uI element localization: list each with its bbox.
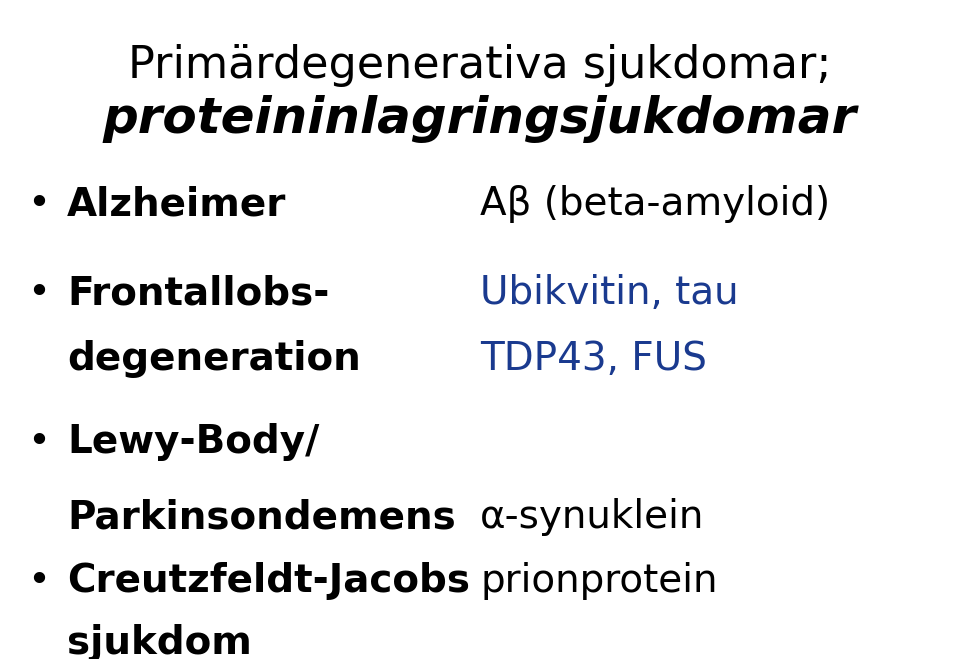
Text: degeneration: degeneration [67, 340, 361, 378]
Text: α-synuklein: α-synuklein [480, 498, 705, 536]
Text: proteininlagringsjukdomar: proteininlagringsjukdomar [103, 95, 857, 142]
Text: Parkinsondemens: Parkinsondemens [67, 498, 456, 536]
Text: •: • [27, 274, 50, 312]
Text: TDP43, FUS: TDP43, FUS [480, 340, 707, 378]
Text: Creutzfeldt-Jacobs: Creutzfeldt-Jacobs [67, 562, 470, 600]
Text: prionprotein: prionprotein [480, 562, 717, 600]
Text: Ubikvitin, tau: Ubikvitin, tau [480, 274, 738, 312]
Text: sjukdom: sjukdom [67, 623, 252, 659]
Text: Aβ (beta-amyloid): Aβ (beta-amyloid) [480, 185, 830, 223]
Text: Primärdegenerativa sjukdomar;: Primärdegenerativa sjukdomar; [129, 44, 831, 88]
Text: •: • [27, 422, 50, 461]
Text: •: • [27, 185, 50, 223]
Text: Frontallobs-: Frontallobs- [67, 274, 329, 312]
Text: Alzheimer: Alzheimer [67, 185, 287, 223]
Text: •: • [27, 562, 50, 600]
Text: Lewy-Body/: Lewy-Body/ [67, 422, 320, 461]
